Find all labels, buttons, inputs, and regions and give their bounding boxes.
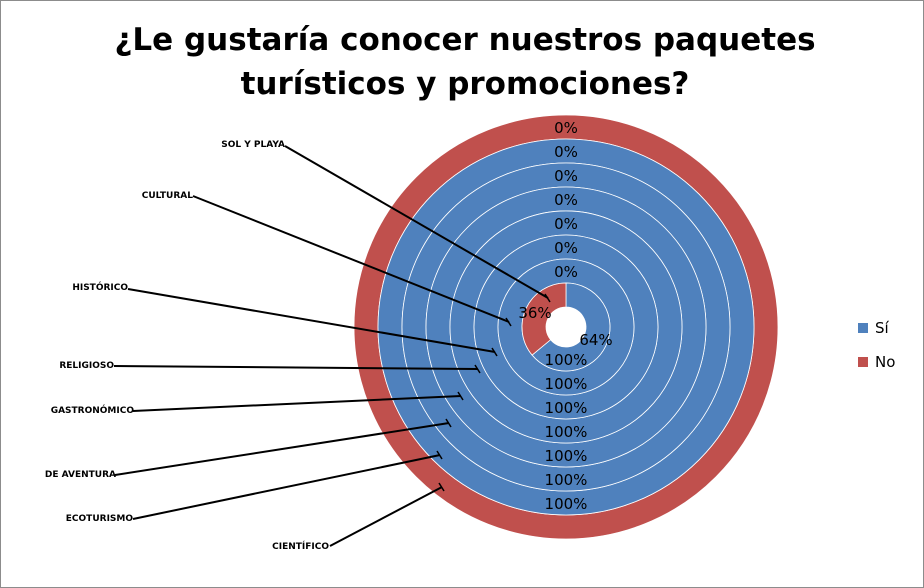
data-label-top-historico: 0%	[554, 167, 578, 185]
chart-title-line-2: turísticos y promociones?	[240, 66, 690, 102]
callout-label-cientifico: CIENTÍFICO	[272, 542, 329, 552]
callout-tick-historico	[491, 347, 498, 357]
data-label-bottom-2: 100%	[545, 471, 588, 489]
callout-line-ecoturismo	[132, 454, 441, 520]
legend-label-no: No	[875, 353, 896, 371]
callout-line-de-aventura	[114, 422, 450, 476]
callout-line-cultural	[192, 195, 510, 323]
data-label-top-gastronomico: 0%	[554, 215, 578, 233]
callout-tick-cientifico	[438, 482, 445, 492]
callout-line-religioso	[113, 365, 479, 370]
chart-title-line-1: ¿Le gustaría conocer nuestros paquetes	[114, 22, 816, 58]
callout-line-gastronomico	[132, 395, 462, 412]
data-label-top-cultural: 0%	[554, 143, 578, 161]
data-label-bottom-5: 100%	[545, 399, 588, 417]
ring-cientifico-no-slice	[521, 282, 567, 356]
callout-tick-gastronomico	[457, 391, 464, 401]
data-label-top-de-aventura: 0%	[554, 239, 578, 257]
legend-label-si: Sí	[875, 319, 889, 337]
callout-label-historico: HISTÓRICO	[72, 283, 128, 293]
data-label-bottom-4: 100%	[545, 423, 588, 441]
data-label-top-religioso: 0%	[554, 191, 578, 209]
callout-label-religioso: RELIGIOSO	[59, 361, 114, 371]
callout-tick-sol-y-playa	[544, 293, 551, 303]
callout-label-gastronomico: GASTRONÓMICO	[50, 406, 134, 416]
data-label-bottom-6: 100%	[545, 375, 588, 393]
chart-legend: Sí No	[858, 318, 918, 386]
data-label-top-sol-y-playa: 0%	[554, 119, 578, 137]
callout-line-cientifico	[329, 486, 443, 547]
ring-cientifico-si-slice	[531, 282, 611, 372]
chart-title: ¿Le gustaría conocer nuestros paquetes t…	[60, 18, 870, 106]
data-label-top-ecoturismo: 0%	[554, 263, 578, 281]
data-label-bottom-1: 100%	[545, 495, 588, 513]
data-label-cientifico-si: 64%	[579, 331, 612, 349]
data-label-bottom-7: 100%	[545, 351, 588, 369]
callout-label-sol-y-playa: SOL Y PLAYA	[221, 140, 285, 150]
callout-label-ecoturismo: ECOTURISMO	[65, 514, 133, 524]
legend-swatch-si	[858, 323, 868, 333]
data-label-bottom-3: 100%	[545, 447, 588, 465]
callout-label-cultural: CULTURAL	[141, 191, 193, 201]
legend-item-no: No	[858, 352, 918, 372]
legend-item-si: Sí	[858, 318, 918, 338]
callout-line-sol-y-playa	[284, 145, 549, 299]
callout-tick-cultural	[505, 317, 512, 327]
callout-label-de-aventura: DE AVENTURA	[44, 470, 116, 480]
data-label-cientifico-no: 36%	[518, 304, 551, 322]
callout-tick-ecoturismo	[436, 450, 443, 460]
callout-tick-religioso	[474, 364, 481, 374]
callout-line-historico	[127, 288, 496, 353]
callout-tick-de-aventura	[445, 418, 452, 428]
legend-swatch-no	[858, 357, 868, 367]
